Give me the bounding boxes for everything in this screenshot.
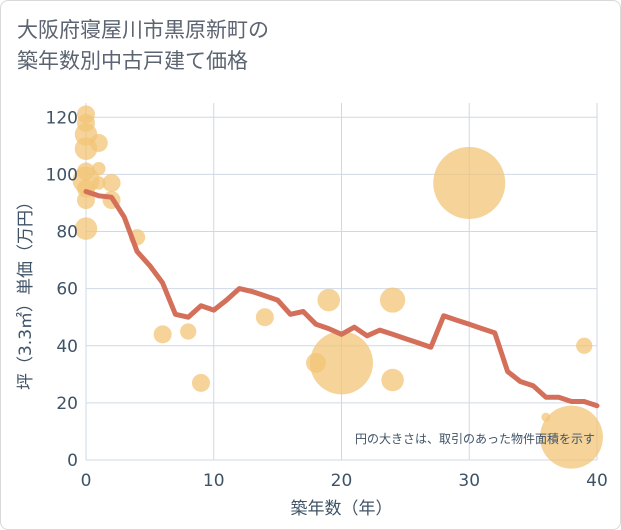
scatter-point [89,133,108,152]
x-tick-label: 0 [81,471,92,491]
y-tick-label: 0 [67,451,78,471]
scatter-point [92,161,106,176]
y-tick-label: 60 [56,280,78,300]
scatter-point [74,217,98,240]
grid-layer [85,103,598,461]
x-tick-label: 10 [203,471,225,491]
scatter-point [317,288,340,312]
chart-title-line-2: 築年数別中古戸建て価格 [17,49,248,73]
scatter-point [191,373,210,392]
tick-labels: 0 20 40 60 80 100 120 0 10 20 30 40 [46,108,608,491]
y-tick-label: 120 [46,108,78,128]
scatter-point [255,308,274,327]
average-price-line [83,189,600,409]
scatter-point [92,176,106,190]
y-axis-label: 坪（3.3㎡）単価（万円） [16,193,36,390]
scatter-point [153,325,172,344]
bubble-size-note: 円の大きさは、取引のあった物件面積を示す [355,431,595,446]
scatter-point [576,337,593,354]
scatter-point [433,146,506,219]
scatter-point [180,323,197,340]
y-tick-label: 20 [56,394,78,414]
scatter-point [310,331,373,395]
scatter-point [539,405,603,469]
y-tick-label: 40 [56,337,78,357]
chart-title-line-1: 大阪府寝屋川市黒原新町の [17,18,269,42]
scatter-point [102,173,121,192]
scatter-point [380,287,406,313]
x-tick-label: 30 [458,471,480,491]
x-tick-label: 20 [331,471,353,491]
chart-title: 大阪府寝屋川市黒原新町の 築年数別中古戸建て価格 [17,15,269,77]
x-tick-label: 40 [586,471,608,491]
scatter-point [381,368,404,392]
x-axis-label: 築年数（年） [291,499,393,519]
y-tick-label: 100 [46,165,78,185]
average-line-series [83,189,600,409]
y-tick-label: 80 [56,223,78,243]
